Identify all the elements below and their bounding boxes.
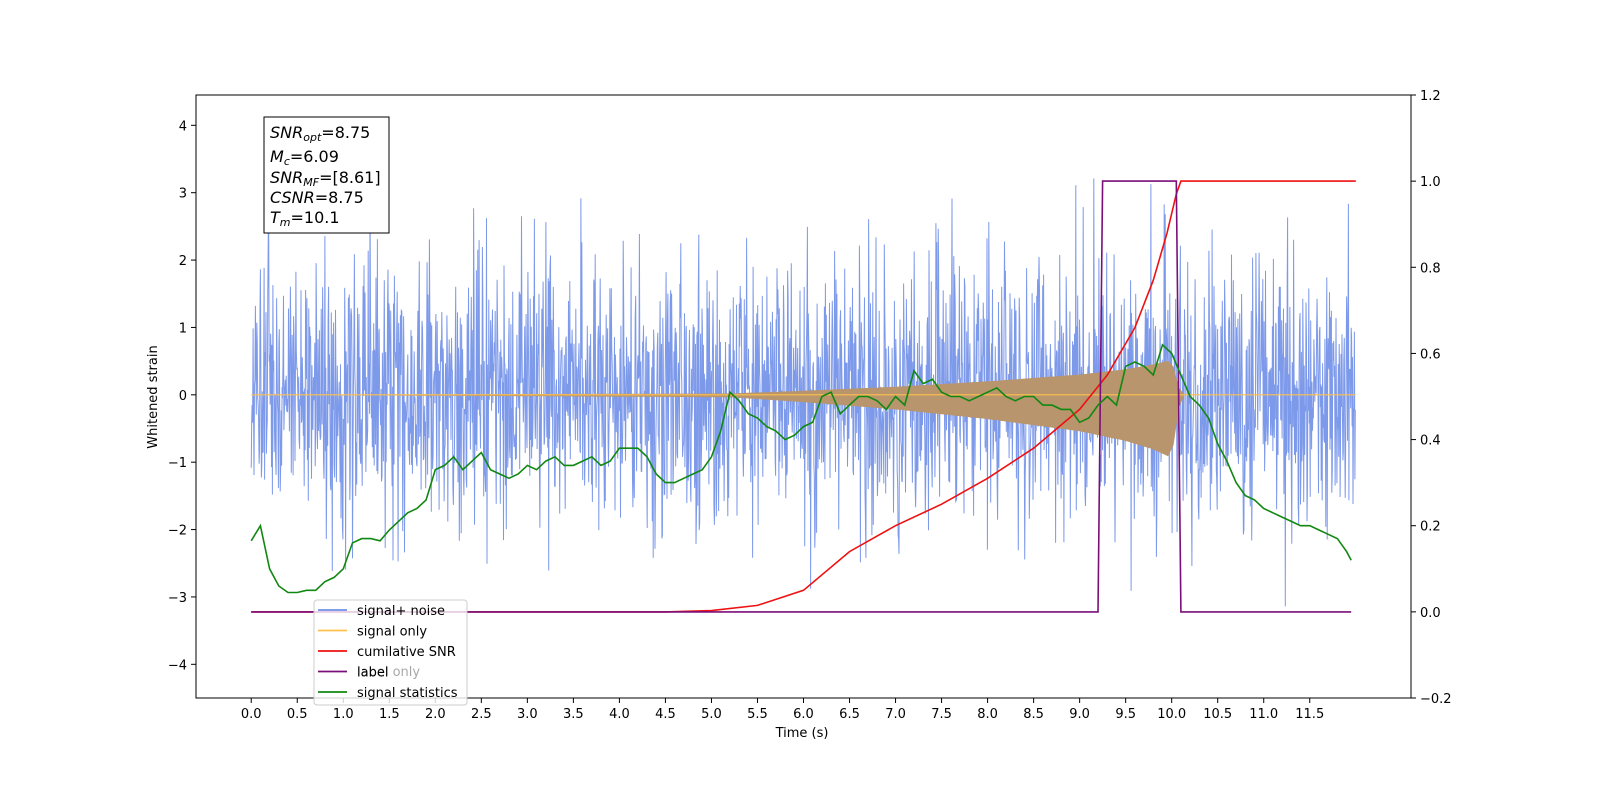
y2-tick-label: 0.2 — [1420, 520, 1441, 535]
y2-tick-label: −0.2 — [1420, 692, 1452, 707]
x-tick-label: 6.5 — [839, 707, 860, 722]
x-tick-label: 5.5 — [747, 707, 768, 722]
plot-content — [250, 178, 1356, 613]
series-signal-only-fill — [251, 360, 1356, 457]
legend-items: label only signal+ noise signal only cumila… — [318, 604, 458, 701]
ann-snr-opt-sub: opt — [303, 131, 322, 144]
y2-tick-label: 1.2 — [1420, 89, 1441, 104]
y2-axis-ticks: 1.2 1.0 0.8 0.6 0.4 0.2 0.0 −0.2 — [1411, 89, 1452, 707]
x-tick-label: 6.0 — [793, 707, 814, 722]
x-tick-label: 7.5 — [931, 707, 952, 722]
x-tick-label: 7.0 — [885, 707, 906, 722]
legend-item-signal-noise-label: signal+ noise — [357, 604, 445, 619]
x-tick-label: 9.5 — [1115, 707, 1136, 722]
x-tick-label: 4.5 — [655, 707, 676, 722]
x-tick-label: 4.0 — [609, 707, 630, 722]
stats-annotation-box — [263, 116, 390, 234]
x-tick-label: 10.0 — [1157, 707, 1186, 722]
ann-mc-sub: c — [284, 155, 290, 168]
x-tick-label: 0.5 — [287, 707, 308, 722]
y-tick-label: 1 — [179, 321, 187, 336]
legend-item-signal-statistics-label: signal statistics — [357, 686, 458, 701]
svg-text:SNRMF=[8.61]: SNRMF=[8.61] — [270, 168, 381, 189]
x-tick-label: 2.5 — [471, 707, 492, 722]
ann-csnr-value: =8.75 — [315, 188, 364, 207]
x-tick-label: 10.5 — [1203, 707, 1232, 722]
ann-tm-sub: m — [280, 216, 291, 229]
x-axis-ticks: 0.0 0.5 1.0 1.5 2.0 2.5 3.0 3.5 4.0 4.5 5.0 5.5 6.0 6… — [241, 698, 1324, 722]
x-axis-label: Time (s) — [775, 726, 829, 741]
y-tick-label: −1 — [168, 456, 187, 471]
series-cumulative-snr — [251, 180, 1356, 613]
x-tick-label: 2.0 — [425, 707, 446, 722]
x-tick-label: 3.5 — [563, 707, 584, 722]
y2-tick-label: 0.8 — [1420, 261, 1441, 276]
x-tick-label: 0.0 — [241, 707, 262, 722]
ann-snr-mf-base: SNR — [270, 168, 303, 187]
x-tick-label: 5.0 — [701, 707, 722, 722]
series-label — [251, 180, 1352, 613]
legend-item-cumulative-snr-label: cumilative SNR — [357, 645, 456, 660]
x-tick-label: 9.0 — [1069, 707, 1090, 722]
y-tick-label: −3 — [168, 591, 187, 606]
x-tick-label: 11.5 — [1295, 707, 1324, 722]
svg-text:Mc=6.09: Mc=6.09 — [270, 147, 339, 168]
y-axis-ticks: 4 3 2 1 0 −1 −2 −3 −4 — [168, 119, 196, 673]
legend-box — [313, 599, 468, 706]
y2-tick-label: 0.0 — [1420, 606, 1441, 621]
y-tick-label: −2 — [168, 524, 187, 539]
y-tick-label: −4 — [168, 658, 187, 673]
y-tick-label: 0 — [179, 389, 187, 404]
stats-annotation: SNRopt=8.75 Mc=6.09 SNRMF=[8.61] CSNR=8.… — [263, 116, 390, 234]
x-tick-label: 8.5 — [1023, 707, 1044, 722]
x-tick-label: 8.0 — [977, 707, 998, 722]
legend-item-label-label: label — [357, 666, 388, 681]
y-tick-label: 2 — [179, 254, 187, 269]
ann-tm-value: =10.1 — [291, 208, 340, 227]
y2-tick-label: 1.0 — [1420, 175, 1441, 190]
svg-text:CSNR=8.75: CSNR=8.75 — [270, 188, 364, 207]
series-signal-statistics — [250, 343, 1352, 594]
ann-mc-base: M — [270, 147, 284, 166]
legend-item-signal-only-label: signal only — [357, 625, 427, 640]
y2-tick-label: 0.6 — [1420, 347, 1441, 362]
ann-tm-base: T — [270, 208, 281, 227]
y-tick-label: 4 — [179, 119, 187, 134]
x-tick-label: 3.0 — [517, 707, 538, 722]
legend: label only signal+ noise signal only cumila… — [313, 599, 468, 706]
y2-tick-label: 0.4 — [1420, 434, 1441, 449]
ann-csnr-base: CSNR — [270, 188, 315, 207]
legend-item-label-only-hidden: label only — [357, 665, 420, 680]
ann-mc-value: =6.09 — [290, 147, 339, 166]
ann-snr-mf-sub: MF — [303, 176, 319, 189]
x-tick-label: 1.0 — [333, 707, 354, 722]
svg-text:Tm=10.1: Tm=10.1 — [270, 208, 340, 229]
ann-snr-opt-base: SNR — [270, 123, 303, 142]
svg-text:SNRopt=8.75: SNRopt=8.75 — [270, 123, 370, 144]
x-tick-label: 1.5 — [379, 707, 400, 722]
ann-snr-opt-value: =8.75 — [321, 123, 370, 142]
x-tick-label: 11.0 — [1249, 707, 1278, 722]
ann-snr-mf-value: =[8.61] — [319, 168, 381, 187]
y-tick-label: 3 — [179, 187, 187, 202]
y-axis-label: Whitened strain — [146, 345, 161, 448]
